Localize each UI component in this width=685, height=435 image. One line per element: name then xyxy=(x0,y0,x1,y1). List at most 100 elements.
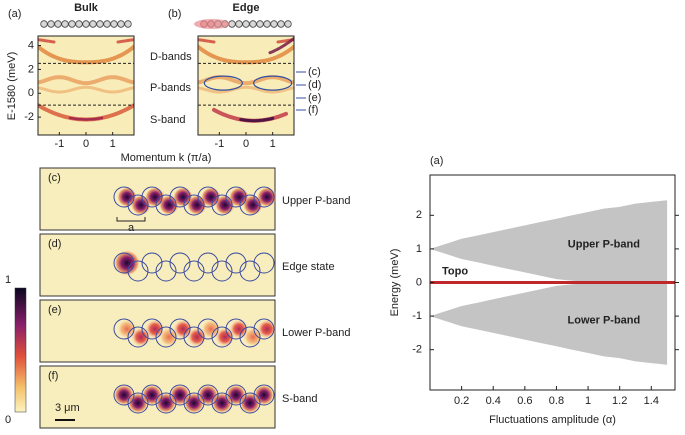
lattice-ring xyxy=(253,252,275,274)
lattice-ring xyxy=(239,392,261,414)
colorbar-tick-label: 0 xyxy=(5,414,11,426)
lattice-ring xyxy=(183,194,205,216)
intensity-blob xyxy=(257,319,277,339)
x-tick-label: 1 xyxy=(110,138,116,150)
band-label: P-bands xyxy=(150,82,191,94)
colorbar xyxy=(14,287,27,413)
band xyxy=(239,116,275,123)
site xyxy=(242,20,250,28)
image-label: Edge state xyxy=(282,261,335,273)
panel-label: (d) xyxy=(48,238,61,250)
panel-title: Edge xyxy=(233,2,260,14)
lattice-ring xyxy=(225,252,247,274)
lattice-ring xyxy=(197,384,219,406)
lattice-ring xyxy=(239,326,261,348)
y-tick-label: -1 xyxy=(412,310,422,322)
site xyxy=(249,20,257,28)
panel-label: (f) xyxy=(48,370,58,382)
band xyxy=(38,75,134,86)
band xyxy=(198,44,294,65)
lattice-ring xyxy=(225,186,247,208)
site xyxy=(117,20,125,28)
state-label: (f) xyxy=(308,104,318,116)
y-tick-label: 0 xyxy=(416,276,422,288)
y-axis-label: Energy (meV) xyxy=(389,249,401,317)
lattice-ring xyxy=(113,186,135,208)
site xyxy=(277,20,285,28)
panel-title: Bulk xyxy=(74,2,99,14)
lattice-ring xyxy=(239,194,261,216)
lattice-ring xyxy=(169,186,191,208)
lattice-ring xyxy=(183,260,205,282)
image-panel xyxy=(39,365,276,429)
lattice-ring xyxy=(169,384,191,406)
x-tick-label: 1 xyxy=(585,395,591,407)
x-axis-label: Fluctuations amplitude (α) xyxy=(489,414,616,426)
panel-label: (a) xyxy=(8,8,21,20)
lattice-ring xyxy=(155,194,177,216)
image-panel xyxy=(39,233,276,297)
lattice-ring xyxy=(141,318,163,340)
band xyxy=(68,116,104,121)
panel-label: (e) xyxy=(48,304,61,316)
lattice-ring xyxy=(197,252,219,274)
image-label: S-band xyxy=(282,393,317,405)
image-label: Lower P-band xyxy=(282,327,351,339)
image-panel xyxy=(39,299,277,363)
lattice-ring xyxy=(197,318,219,340)
site xyxy=(124,20,132,28)
lattice-ring xyxy=(225,318,247,340)
lattice-ring xyxy=(183,392,205,414)
lattice-ring xyxy=(127,260,149,282)
lattice-ring xyxy=(211,392,233,414)
band xyxy=(38,44,134,65)
x-tick-label: -1 xyxy=(214,138,224,150)
lattice-ring xyxy=(113,384,135,406)
lattice-ring xyxy=(253,318,275,340)
x-tick-label: 0 xyxy=(243,138,249,150)
band-label: Upper P-band xyxy=(568,238,640,250)
band xyxy=(268,36,294,55)
x-tick-label: 1 xyxy=(270,138,276,150)
site xyxy=(103,20,111,28)
x-tick-label: 1.4 xyxy=(644,395,659,407)
intensity-blob xyxy=(257,187,277,207)
band xyxy=(198,85,294,94)
y-tick-label: 2 xyxy=(416,209,422,221)
state-label: (c) xyxy=(308,66,321,78)
lattice-ring xyxy=(169,318,191,340)
y-axis-label: E-1580 (meV) xyxy=(6,52,18,120)
lattice-ring xyxy=(183,326,205,348)
lattice-ring xyxy=(141,384,163,406)
lattice-ring xyxy=(155,326,177,348)
site xyxy=(54,20,62,28)
site xyxy=(256,20,264,28)
panel-label: (b) xyxy=(168,8,181,20)
state-label: (e) xyxy=(308,92,321,104)
x-tick-label: -1 xyxy=(54,138,64,150)
lattice-ring xyxy=(239,260,261,282)
site xyxy=(47,20,55,28)
y-tick-label: -2 xyxy=(412,344,422,356)
heatmap-bands xyxy=(38,38,134,122)
state-ellipse xyxy=(203,75,243,91)
x-tick-label: 0.4 xyxy=(486,395,501,407)
lattice-ring xyxy=(155,392,177,414)
y-tick-label: 2 xyxy=(28,63,34,75)
lattice-ring xyxy=(211,194,233,216)
site xyxy=(75,20,83,28)
lattice-ring xyxy=(253,384,275,406)
panel-label: (c) xyxy=(48,172,61,184)
x-tick-label: 0.2 xyxy=(454,395,469,407)
site xyxy=(40,20,48,28)
edge-highlight xyxy=(194,19,230,29)
y-tick-label: 1 xyxy=(416,243,422,255)
lattice-bracket xyxy=(116,217,146,222)
band xyxy=(198,75,294,86)
site xyxy=(284,20,292,28)
band xyxy=(116,38,134,44)
intensity-blob xyxy=(254,385,274,405)
x-tick-label: 0.6 xyxy=(517,395,532,407)
y-tick-label: -2 xyxy=(24,111,34,123)
lattice-ring xyxy=(127,326,149,348)
